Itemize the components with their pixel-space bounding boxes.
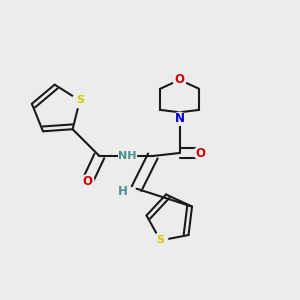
Text: N: N bbox=[175, 112, 184, 125]
Circle shape bbox=[117, 186, 129, 198]
Circle shape bbox=[72, 93, 87, 108]
Circle shape bbox=[153, 233, 168, 248]
Text: O: O bbox=[175, 73, 184, 86]
Text: S: S bbox=[156, 236, 164, 245]
Text: O: O bbox=[195, 146, 206, 160]
Text: O: O bbox=[82, 175, 92, 188]
Text: NH: NH bbox=[118, 151, 137, 161]
Text: S: S bbox=[76, 95, 84, 105]
Circle shape bbox=[173, 73, 186, 86]
Text: H: H bbox=[118, 185, 128, 198]
Circle shape bbox=[173, 112, 186, 125]
Circle shape bbox=[194, 146, 207, 160]
Circle shape bbox=[119, 147, 136, 165]
Circle shape bbox=[81, 175, 94, 188]
